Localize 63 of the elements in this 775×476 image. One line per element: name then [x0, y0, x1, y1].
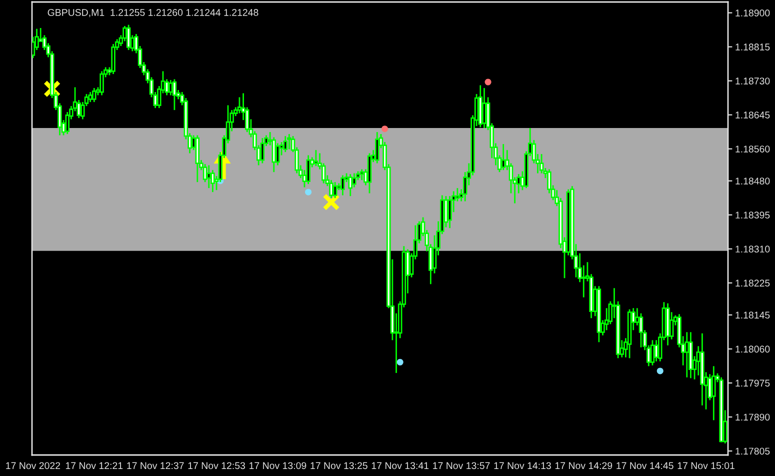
- y-tick-label: 1.18900: [736, 10, 770, 16]
- candlestick: [501, 143, 506, 171]
- candlestick: [375, 131, 380, 164]
- y-tick-label: 1.17805: [736, 448, 770, 455]
- candlestick: [92, 87, 96, 103]
- candlestick: [360, 168, 364, 181]
- candlestick: [100, 70, 104, 96]
- point: [656, 368, 664, 374]
- text: GBPUSD,M1 1.21255 1.21260 1.21244 1.21248: [48, 9, 258, 18]
- candlestick: [539, 153, 544, 174]
- point: [396, 358, 404, 366]
- point: [382, 126, 388, 132]
- y-tick-label: 1.18225: [736, 280, 770, 287]
- x-tick-label: 17 Nov 2022: [6, 462, 60, 470]
- y-tick-label: 1.18310: [736, 246, 770, 253]
- x-tick-label: 17 Nov 13:57: [433, 462, 490, 470]
- point: [484, 78, 492, 86]
- point: [322, 193, 340, 211]
- candlestick: [287, 133, 292, 150]
- x-tick-label: 17 Nov 13:25: [310, 462, 368, 470]
- y-tick-label: 1.17890: [736, 414, 770, 421]
- x-tick-label: 17 Nov 13:09: [250, 462, 306, 470]
- candlestick: [654, 339, 658, 362]
- x-tick-label: 17 Nov 14:13: [494, 462, 551, 470]
- candlestick: [712, 365, 716, 421]
- candlestick: [582, 264, 586, 298]
- y-tick-label: 1.18730: [736, 78, 770, 84]
- candlestick: [332, 181, 338, 199]
- x-tick-label: 17 Nov 12:21: [66, 462, 123, 470]
- candlestick: [348, 173, 352, 197]
- candlestick: [482, 87, 486, 129]
- y-tick-label: 1.17975: [736, 380, 770, 387]
- candlestick: [210, 169, 215, 193]
- candlestick: [206, 164, 211, 189]
- candlestick: [352, 172, 356, 188]
- x-tick-label: 17 Nov 14:45: [616, 462, 674, 470]
- candlestick: [455, 187, 460, 202]
- y-tick-label: 1.18145: [736, 312, 770, 319]
- x-tick-label: 17 Nov 13:41: [372, 462, 429, 470]
- candlestick: [329, 179, 334, 199]
- candlestick: [314, 149, 318, 167]
- candlestick: [88, 91, 92, 103]
- x-tick-label: 17 Nov 12:37: [127, 462, 184, 470]
- x-tick-label: 17 Nov 12:53: [188, 462, 246, 470]
- candlestick: [283, 135, 288, 153]
- candlestick: [306, 154, 310, 185]
- y-tick-label: 1.18395: [736, 212, 770, 219]
- y-tick-label: 1.18645: [736, 112, 770, 118]
- y-tick-label: 1.18060: [736, 346, 770, 353]
- candlestick: [260, 137, 265, 164]
- y-tick-label: 1.18560: [736, 146, 770, 152]
- x-tick-label: 17 Nov 15:01: [678, 462, 734, 470]
- candlestick: [276, 142, 280, 166]
- candlestick: [340, 174, 345, 196]
- candlestick: [448, 195, 452, 229]
- candlestick: [669, 311, 674, 340]
- point: [305, 188, 312, 196]
- candlestick: [168, 79, 173, 96]
- x-tick-label: 17 Nov 14:29: [555, 462, 612, 470]
- candlestick: [172, 78, 177, 111]
- candlestick: [126, 24, 131, 51]
- y-tick-label: 1.18815: [736, 44, 770, 50]
- y-tick-label: 1.18480: [736, 178, 770, 184]
